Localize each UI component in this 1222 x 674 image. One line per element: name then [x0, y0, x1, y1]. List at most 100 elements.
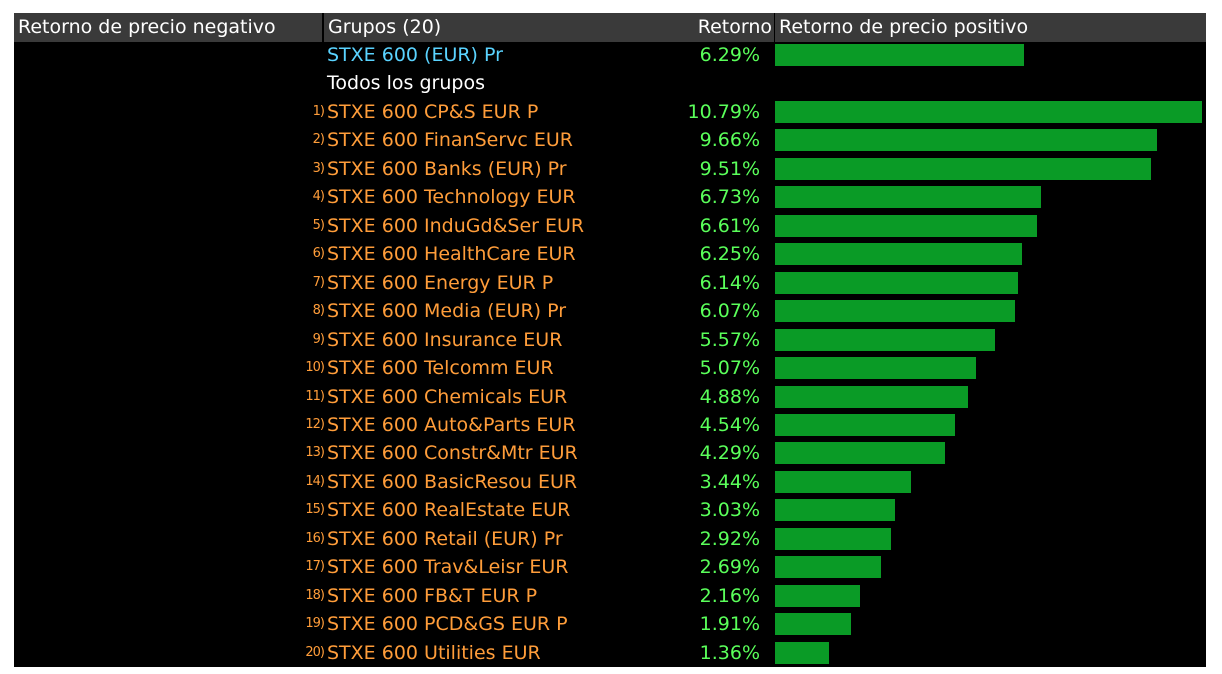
group-name[interactable]: STXE 600 Auto&Parts EUR — [327, 413, 576, 436]
group-name[interactable]: STXE 600 InduGd&Ser EUR — [327, 214, 585, 237]
row-number: 4) — [312, 189, 325, 205]
row-number: 17) — [305, 559, 325, 575]
group-row[interactable]: 17) STXE 600 Trav&Leisr EUR 2.69% — [14, 553, 1206, 581]
return-bar — [775, 385, 968, 408]
group-name[interactable]: STXE 600 FinanServc EUR — [327, 129, 573, 152]
return-bar — [775, 584, 860, 607]
group-return: 9.66% — [699, 129, 760, 152]
return-bar — [775, 101, 1202, 123]
row-number: 10) — [305, 360, 325, 376]
group-return: 5.57% — [699, 328, 760, 351]
group-name[interactable]: STXE 600 BasicResou EUR — [327, 470, 578, 493]
row-number: 12) — [305, 416, 325, 432]
row-number: 15) — [305, 502, 325, 518]
group-return: 4.88% — [699, 385, 760, 408]
group-row[interactable]: 3) STXE 600 Banks (EUR) Pr 9.51% — [14, 155, 1206, 183]
row-number: 8) — [312, 303, 325, 319]
group-name[interactable]: STXE 600 Trav&Leisr EUR — [327, 556, 569, 579]
group-row[interactable]: 11) STXE 600 Chemicals EUR 4.88% — [14, 383, 1206, 411]
group-row[interactable]: 4) STXE 600 Technology EUR 6.73% — [14, 183, 1206, 211]
group-return: 4.29% — [699, 442, 760, 465]
group-row[interactable]: 20) STXE 600 Utilities EUR 1.36% — [14, 639, 1206, 667]
group-return: 3.03% — [699, 499, 760, 522]
group-row[interactable]: 19) STXE 600 PCD&GS EUR P 1.91% — [14, 610, 1206, 638]
section-row: Todos los grupos — [14, 69, 1206, 97]
group-row[interactable]: 10) STXE 600 Telcomm EUR 5.07% — [14, 354, 1206, 382]
return-bar — [775, 499, 895, 522]
return-bar — [775, 243, 1022, 266]
return-header[interactable]: Retorno — [697, 16, 772, 38]
group-row[interactable]: 16) STXE 600 Retail (EUR) Pr 2.92% — [14, 525, 1206, 553]
group-row[interactable]: 7) STXE 600 Energy EUR P 6.14% — [14, 269, 1206, 297]
section-label: Todos los grupos — [327, 72, 485, 94]
index-return-bar — [775, 44, 1024, 66]
group-return: 6.14% — [699, 271, 760, 294]
return-bar — [775, 271, 1018, 294]
group-row[interactable]: 1) STXE 600 CP&S EUR P 10.79% — [14, 98, 1206, 126]
group-name[interactable]: STXE 600 Utilities EUR — [327, 641, 541, 664]
return-bar — [775, 641, 829, 664]
group-return: 3.44% — [699, 470, 760, 493]
group-row[interactable]: 8) STXE 600 Media (EUR) Pr 6.07% — [14, 297, 1206, 325]
group-return: 2.16% — [699, 584, 760, 607]
return-bar — [775, 357, 976, 380]
group-name[interactable]: STXE 600 Insurance EUR — [327, 328, 563, 351]
row-number: 19) — [305, 616, 325, 632]
group-name[interactable]: STXE 600 HealthCare EUR — [327, 243, 576, 266]
return-bar — [775, 214, 1037, 237]
group-return: 6.61% — [699, 214, 760, 237]
group-name[interactable]: STXE 600 Banks (EUR) Pr — [327, 157, 567, 180]
return-bar — [775, 300, 1015, 323]
return-bar — [775, 613, 851, 636]
group-row[interactable]: 14) STXE 600 BasicResou EUR 3.44% — [14, 468, 1206, 496]
group-name[interactable]: STXE 600 Technology EUR — [327, 186, 576, 209]
index-row[interactable]: STXE 600 (EUR) Pr 6.29% — [14, 41, 1206, 69]
return-bar — [775, 328, 995, 351]
index-name[interactable]: STXE 600 (EUR) Pr — [327, 44, 503, 66]
group-name[interactable]: STXE 600 RealEstate EUR — [327, 499, 571, 522]
row-number: 6) — [312, 246, 325, 262]
positive-return-header[interactable]: Retorno de precio positivo — [775, 13, 1206, 42]
group-row[interactable]: 18) STXE 600 FB&T EUR P 2.16% — [14, 582, 1206, 610]
group-row[interactable]: 6) STXE 600 HealthCare EUR 6.25% — [14, 240, 1206, 268]
group-return: 2.69% — [699, 556, 760, 579]
group-row[interactable]: 2) STXE 600 FinanServc EUR 9.66% — [14, 126, 1206, 154]
return-bar — [775, 157, 1151, 180]
group-row[interactable]: 5) STXE 600 InduGd&Ser EUR 6.61% — [14, 212, 1206, 240]
group-return: 4.54% — [699, 413, 760, 436]
group-return: 5.07% — [699, 357, 760, 380]
groups-header[interactable]: Grupos (20) — [324, 13, 774, 42]
group-return: 1.91% — [699, 613, 760, 636]
group-return: 10.79% — [687, 101, 760, 123]
return-bar — [775, 413, 955, 436]
group-row[interactable]: 15) STXE 600 RealEstate EUR 3.03% — [14, 496, 1206, 524]
table-header: Retorno de precio negativo Grupos (20) R… — [14, 13, 1206, 42]
group-name[interactable]: STXE 600 Media (EUR) Pr — [327, 300, 567, 323]
row-number: 1) — [312, 104, 325, 119]
group-name[interactable]: STXE 600 PCD&GS EUR P — [327, 613, 568, 636]
sector-returns-panel: Retorno de precio negativo Grupos (20) R… — [14, 13, 1206, 667]
group-name[interactable]: STXE 600 Energy EUR P — [327, 271, 554, 294]
index-return: 6.29% — [699, 44, 760, 66]
group-name[interactable]: STXE 600 Chemicals EUR — [327, 385, 568, 408]
group-name[interactable]: STXE 600 Telcomm EUR — [327, 357, 554, 380]
negative-return-header[interactable]: Retorno de precio negativo — [14, 13, 322, 42]
group-name[interactable]: STXE 600 CP&S EUR P — [327, 101, 539, 123]
group-return: 2.92% — [699, 527, 760, 550]
group-row[interactable]: 12) STXE 600 Auto&Parts EUR 4.54% — [14, 411, 1206, 439]
group-name[interactable]: STXE 600 Constr&Mtr EUR — [327, 442, 578, 465]
row-number: 7) — [312, 274, 325, 290]
group-name[interactable]: STXE 600 Retail (EUR) Pr — [327, 527, 563, 550]
group-return: 1.36% — [699, 641, 760, 664]
group-name[interactable]: STXE 600 FB&T EUR P — [327, 584, 538, 607]
row-number: 9) — [312, 331, 325, 347]
group-row[interactable]: 13) STXE 600 Constr&Mtr EUR 4.29% — [14, 439, 1206, 467]
return-bar — [775, 527, 891, 550]
group-row[interactable]: 9) STXE 600 Insurance EUR 5.57% — [14, 326, 1206, 354]
return-bar — [775, 556, 881, 579]
group-return: 6.25% — [699, 243, 760, 266]
row-number: 3) — [312, 160, 325, 176]
row-number: 13) — [305, 445, 325, 461]
row-number: 20) — [305, 644, 325, 660]
group-return: 6.73% — [699, 186, 760, 209]
